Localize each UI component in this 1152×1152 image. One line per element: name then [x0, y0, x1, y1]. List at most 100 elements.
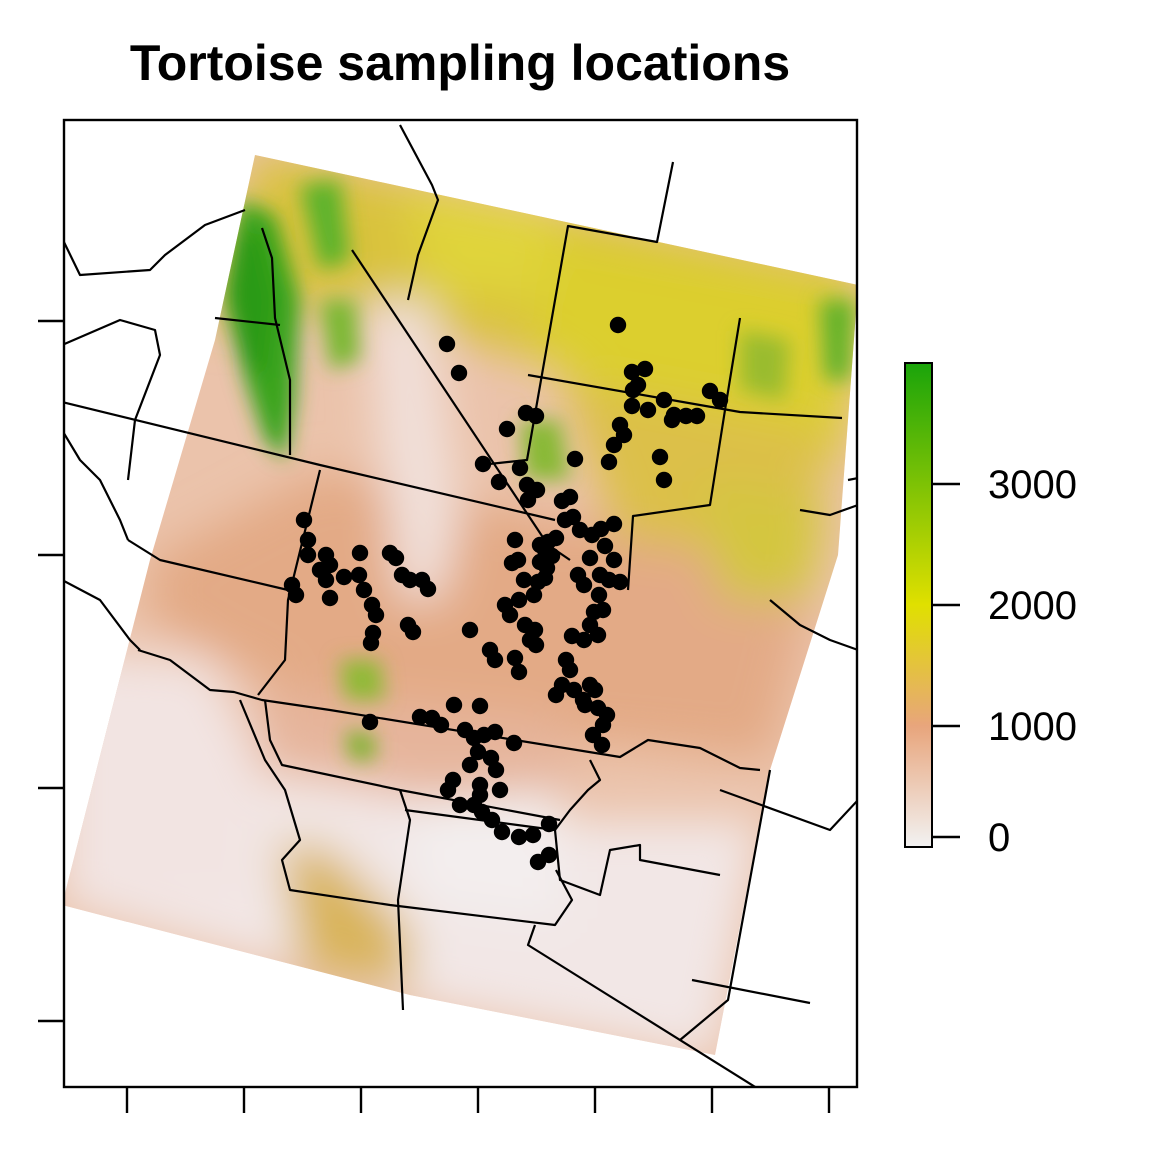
sampling-point [491, 781, 509, 799]
sampling-point [486, 723, 504, 741]
sampling-point [589, 626, 607, 644]
sampling-point [529, 853, 547, 871]
axis-ticks [38, 319, 831, 1113]
sampling-points [283, 316, 729, 871]
sampling-point [519, 491, 537, 509]
sampling-point [576, 696, 594, 714]
sampling-point [411, 708, 429, 726]
sampling-point [655, 471, 673, 489]
sampling-point [596, 537, 614, 555]
sampling-point [451, 796, 469, 814]
sampling-point [651, 448, 669, 466]
legend-tick-label: 0 [988, 816, 1010, 860]
sampling-point [600, 453, 618, 471]
sampling-point [501, 606, 519, 624]
sampling-point [445, 696, 463, 714]
sampling-point [367, 606, 385, 624]
sampling-point [401, 571, 419, 589]
sampling-point [585, 603, 603, 621]
sampling-point [471, 697, 489, 715]
sampling-point [510, 828, 528, 846]
sampling-point [438, 335, 456, 353]
map-title: Tortoise sampling locations [130, 35, 790, 91]
sampling-point [593, 736, 611, 754]
sampling-point [510, 663, 528, 681]
sampling-point [575, 576, 593, 594]
sampling-point [432, 716, 450, 734]
sampling-point [362, 634, 380, 652]
sampling-point [506, 649, 524, 667]
sampling-point [486, 651, 504, 669]
sampling-point [351, 544, 369, 562]
sampling-point [404, 623, 422, 641]
sampling-point [299, 531, 317, 549]
sampling-point [503, 554, 521, 572]
sampling-point [487, 761, 505, 779]
sampling-point [605, 436, 623, 454]
sampling-point [461, 621, 479, 639]
sampling-point [469, 743, 487, 761]
sampling-point [592, 520, 610, 538]
sampling-point [615, 426, 633, 444]
sampling-point [387, 549, 405, 567]
sampling-point [493, 823, 511, 841]
elevation-raster [64, 155, 857, 1055]
sampling-point [471, 786, 489, 804]
sampling-point [586, 681, 604, 699]
sampling-point [461, 756, 479, 774]
sampling-point [561, 488, 579, 506]
sampling-point [490, 473, 508, 491]
sampling-point [547, 686, 565, 704]
sampling-point [556, 511, 574, 529]
sampling-point [525, 586, 543, 604]
sampling-point [639, 401, 657, 419]
sampling-point [506, 531, 524, 549]
sampling-point [515, 571, 533, 589]
sampling-point [511, 459, 529, 477]
sampling-point [450, 364, 468, 382]
sampling-point [498, 420, 516, 438]
sampling-point [688, 407, 706, 425]
sampling-point [563, 627, 581, 645]
sampling-point [527, 636, 545, 654]
plot-frame [62, 118, 859, 1089]
sampling-point [524, 826, 542, 844]
sampling-point [561, 661, 579, 679]
sampling-point [605, 551, 623, 569]
legend-tick-label: 3000 [988, 463, 1077, 507]
sampling-point [566, 450, 584, 468]
sampling-point [623, 363, 641, 381]
sampling-point [605, 515, 623, 533]
sampling-point [527, 407, 545, 425]
legend-tick-label: 1000 [988, 705, 1077, 749]
sampling-point [483, 811, 501, 829]
sampling-point [547, 529, 565, 547]
sampling-point [439, 781, 457, 799]
sampling-point [474, 455, 492, 473]
sampling-point [505, 734, 523, 752]
elevation-legend: 0 1000 2000 3000 [904, 362, 1077, 860]
sampling-point [655, 391, 673, 409]
sampling-point [540, 815, 558, 833]
sampling-point [355, 581, 373, 599]
sampling-point [663, 411, 681, 429]
sampling-point [510, 591, 528, 609]
legend-colorbar [904, 362, 933, 848]
sampling-point [594, 716, 612, 734]
sampling-point [361, 713, 379, 731]
sampling-point [609, 316, 627, 334]
legend-tick-label: 2000 [988, 584, 1077, 628]
sampling-point [287, 586, 305, 604]
sampling-point [350, 566, 368, 584]
sampling-point [295, 511, 313, 529]
sampling-point [624, 381, 642, 399]
sampling-point [419, 580, 437, 598]
sampling-point [636, 360, 654, 378]
sampling-point [611, 573, 629, 591]
sampling-point [321, 589, 339, 607]
sampling-point [529, 573, 547, 591]
sampling-point [335, 568, 353, 586]
sampling-point [581, 549, 599, 567]
sampling-point [623, 397, 641, 415]
